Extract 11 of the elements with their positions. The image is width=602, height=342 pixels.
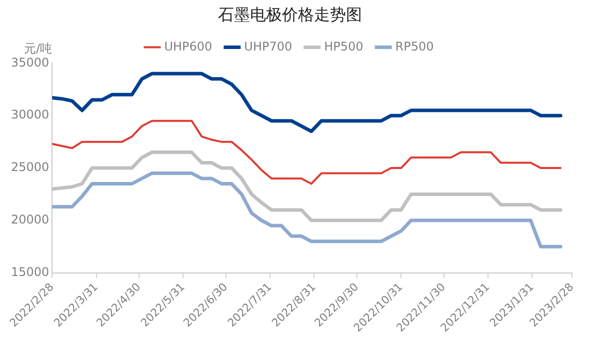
legend-label: RP500 (395, 39, 434, 54)
chart-title: 石墨电极价格走势图 (218, 4, 362, 24)
y-tick-label: 35000 (10, 55, 50, 70)
y-axis-title: 元/吨 (24, 41, 52, 56)
y-tick-label: 20000 (10, 212, 50, 227)
legend-label: UHP600 (164, 39, 212, 54)
y-tick-label: 15000 (10, 264, 50, 279)
y-tick-label: 30000 (10, 108, 50, 122)
legend-label: UHP700 (244, 39, 292, 54)
y-tick-label: 25000 (10, 160, 50, 174)
legend-label: HP500 (324, 39, 364, 54)
